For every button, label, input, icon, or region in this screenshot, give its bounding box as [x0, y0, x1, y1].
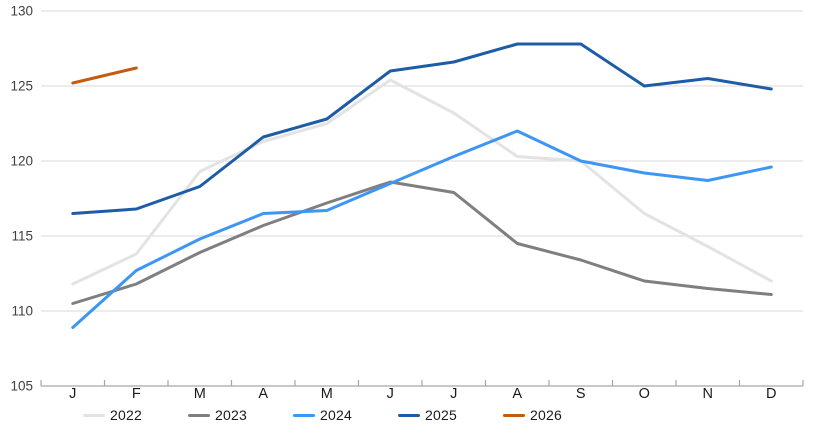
series-line-2022	[71, 78, 773, 286]
x-axis-label-11-N: N	[703, 386, 713, 402]
x-axis-label-10-O: O	[639, 386, 650, 402]
y-axis-label-115: 115	[11, 229, 33, 244]
chart-legend: 2022 2023 2024 2025 2026	[0, 405, 820, 429]
x-axis-label-4-A: A	[258, 386, 268, 402]
y-axis-label-130: 130	[10, 4, 33, 19]
x-axis-label-7-J: J	[450, 386, 457, 402]
x-axis-label-1-J: J	[69, 386, 76, 402]
legend-swatch-2022	[83, 413, 105, 417]
legend-item-2022: 2022	[83, 405, 142, 425]
x-axis-label-3-M: M	[194, 386, 206, 402]
x-axis-label-5-M: M	[321, 386, 333, 402]
x-axis-label-2-F: F	[132, 386, 141, 402]
x-axis-label-6-J: J	[387, 386, 394, 402]
x-axis-label-12-D: D	[766, 386, 776, 402]
legend-label-2026: 2026	[530, 407, 562, 423]
legend-label-2022: 2022	[110, 407, 142, 423]
legend-swatch-2025	[398, 413, 420, 417]
legend-item-2024: 2024	[293, 405, 352, 425]
legend-item-2025: 2025	[398, 405, 457, 425]
series-line-2023	[71, 180, 773, 305]
series-line-2025	[71, 42, 773, 215]
y-axis-label-105: 105	[10, 379, 33, 394]
legend-label-2024: 2024	[320, 407, 352, 423]
x-axis-label-8-A: A	[512, 386, 522, 402]
legend-item-2023: 2023	[188, 405, 247, 425]
legend-swatch-2023	[188, 413, 210, 417]
series-line-2024	[71, 129, 773, 329]
y-axis-label-120: 120	[10, 154, 33, 169]
legend-swatch-2026	[503, 413, 525, 417]
y-axis-label-125: 125	[10, 79, 33, 94]
legend-label-2023: 2023	[215, 407, 247, 423]
series-line-2026	[71, 66, 138, 85]
x-axis-label-9-S: S	[576, 386, 586, 402]
y-axis-label-110: 110	[11, 304, 33, 319]
legend-label-2025: 2025	[425, 407, 457, 423]
legend-swatch-2024	[293, 413, 315, 417]
legend-item-2026: 2026	[503, 405, 562, 425]
